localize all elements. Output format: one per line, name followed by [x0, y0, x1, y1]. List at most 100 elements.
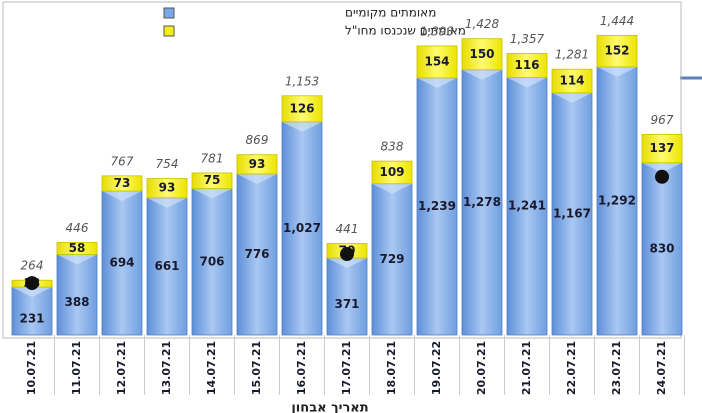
bar-segment [101, 190, 143, 336]
bar-bevel [642, 162, 682, 173]
bar-segment [326, 257, 368, 336]
bar-segment [641, 162, 683, 336]
value-label: 388 [64, 295, 89, 309]
bar-bevel [192, 188, 232, 199]
value-label: 116 [514, 58, 539, 72]
total-label: 1,153 [285, 74, 319, 88]
bar-bevel [237, 173, 277, 184]
legend-label: מאומתים מקומיים [345, 6, 436, 20]
total-label: 781 [201, 151, 224, 165]
value-label: 1,241 [508, 199, 546, 213]
value-label: 109 [379, 165, 404, 179]
bar-bevel [147, 197, 187, 208]
total-label: 1,281 [555, 48, 589, 62]
bar-bevel [417, 77, 457, 88]
value-label: 152 [604, 44, 629, 58]
value-label: 58 [69, 241, 86, 255]
x-tick-label: 13.07.21 [160, 341, 173, 395]
bar-segment [56, 254, 98, 336]
x-tick-label: 20.07.21 [475, 341, 488, 395]
x-tick-label: 12.07.21 [115, 341, 128, 395]
bar-bevel [507, 77, 547, 88]
value-label: 776 [244, 247, 269, 261]
bar-segment [191, 172, 233, 189]
bar-segment [56, 242, 98, 255]
x-tick-label: 11.07.21 [70, 341, 83, 395]
bar-segment [371, 160, 413, 185]
bar-segment [236, 173, 278, 336]
value-label: 1,292 [598, 193, 636, 207]
legend-swatch [163, 25, 175, 37]
value-label: 154 [424, 54, 449, 68]
total-label: 838 [381, 140, 404, 154]
x-tick-label: 16.07.21 [295, 341, 308, 395]
total-label: 264 [21, 259, 44, 273]
value-label: 1,278 [463, 195, 501, 209]
x-tick-label: 22.07.21 [565, 341, 578, 395]
value-label: 114 [559, 74, 584, 88]
bar-segment [596, 66, 638, 336]
bar-segment [416, 45, 458, 79]
x-axis-label: תאריך אבחון [291, 401, 368, 413]
total-label: 1,444 [600, 14, 634, 28]
value-label: 93 [249, 157, 266, 171]
total-label: 1,428 [465, 17, 500, 31]
marker-dot [655, 169, 669, 184]
bar-segment [191, 188, 233, 336]
bar-segment [641, 133, 683, 164]
x-tick-label: 24.07.21 [655, 341, 668, 395]
value-label: 661 [154, 259, 179, 273]
bar-segment [281, 95, 323, 123]
bar-bevel [102, 190, 142, 201]
bar-bevel [327, 258, 367, 269]
x-tick-label: 14.07.21 [205, 341, 218, 395]
value-label: 1,027 [283, 221, 321, 235]
bar-segment [596, 34, 638, 68]
x-tick-label: 15.07.21 [250, 341, 263, 395]
bar-segment [146, 197, 188, 336]
total-label: 967 [651, 113, 674, 127]
value-label: 137 [649, 141, 674, 155]
value-label: 371 [334, 297, 359, 311]
bar-segment [101, 175, 143, 192]
legend-label: מאומתים שנכנסו מחו"ל [345, 24, 466, 38]
total-label: 767 [111, 154, 134, 168]
total-label: 1,393 [420, 24, 454, 38]
bar-segment [551, 92, 593, 336]
bar-segment [371, 183, 413, 336]
value-label: 1,239 [418, 199, 456, 213]
value-label: 1,167 [553, 206, 591, 220]
total-label: 441 [336, 222, 359, 236]
bar-bevel [462, 69, 502, 80]
bar-bevel [552, 92, 592, 103]
x-tick-label: 23.07.21 [610, 341, 623, 395]
x-tick-label: 19.07.22 [430, 341, 443, 395]
bar-segment [281, 121, 323, 336]
legend-swatch [163, 7, 175, 19]
bar-bevel [597, 66, 637, 77]
x-tick-label: 10.07.21 [25, 341, 38, 395]
bar-segment [551, 68, 593, 94]
bar-segment [461, 38, 503, 71]
bar-bevel [57, 254, 97, 265]
total-label: 869 [246, 133, 269, 147]
bar-segment [506, 53, 548, 78]
value-label: 729 [379, 252, 404, 266]
bar-segment [236, 154, 278, 175]
bar-bevel [12, 287, 52, 298]
value-label: 150 [469, 47, 494, 61]
total-label: 446 [66, 221, 89, 235]
bar-bevel [282, 121, 322, 132]
marker-dot [25, 276, 39, 291]
value-label: 830 [649, 241, 674, 255]
value-label: 231 [19, 312, 44, 326]
value-label: 73 [114, 176, 131, 190]
total-label: 754 [156, 157, 179, 171]
bar-segment [416, 77, 458, 336]
bar-bevel [372, 183, 412, 194]
value-label: 694 [109, 255, 134, 269]
bar-segment [461, 69, 503, 336]
x-tick-label: 21.07.21 [520, 341, 533, 395]
total-label: 1,357 [510, 32, 545, 46]
